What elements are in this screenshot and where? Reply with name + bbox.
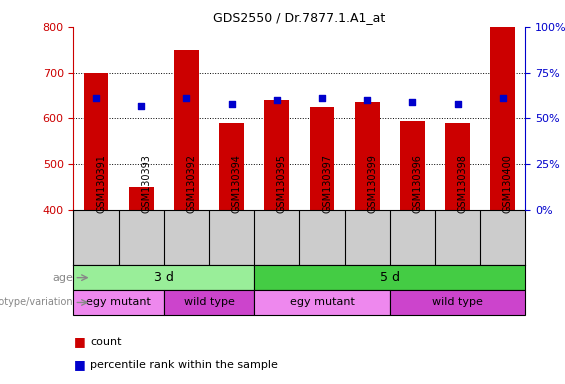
Point [182, 95, 191, 101]
Bar [445, 123, 470, 210]
Bar [129, 187, 154, 210]
Bar [355, 102, 380, 210]
Text: age: age [53, 273, 73, 283]
Text: GSM130400: GSM130400 [503, 154, 513, 212]
Text: GSM130393: GSM130393 [141, 154, 151, 212]
Bar [164, 290, 254, 315]
Point [92, 95, 101, 101]
Bar [490, 27, 515, 210]
Bar [310, 107, 334, 210]
Text: 3 d: 3 d [154, 271, 174, 284]
Point [227, 101, 236, 107]
Text: GSM130398: GSM130398 [458, 154, 468, 212]
Text: ■: ■ [73, 358, 85, 371]
Point [363, 97, 372, 103]
Point [137, 103, 146, 109]
Text: egy mutant: egy mutant [290, 298, 354, 308]
Point [408, 99, 417, 105]
Text: ■: ■ [73, 335, 85, 348]
Point [498, 95, 507, 101]
Text: GSM130396: GSM130396 [412, 154, 423, 212]
Bar [390, 290, 525, 315]
Bar [400, 121, 425, 210]
Text: GSM130397: GSM130397 [322, 154, 332, 212]
Bar [73, 265, 254, 290]
Bar [264, 100, 289, 210]
Text: GSM130391: GSM130391 [96, 154, 106, 212]
Text: wild type: wild type [432, 298, 483, 308]
Text: egy mutant: egy mutant [86, 298, 151, 308]
Text: percentile rank within the sample: percentile rank within the sample [90, 360, 279, 370]
Text: wild type: wild type [184, 298, 234, 308]
Bar [254, 265, 525, 290]
Point [318, 95, 327, 101]
Text: GSM130394: GSM130394 [232, 154, 242, 212]
Text: count: count [90, 337, 122, 347]
Bar [219, 123, 244, 210]
Point [272, 97, 281, 103]
Bar [254, 290, 390, 315]
Bar [84, 73, 108, 210]
Text: GSM130392: GSM130392 [186, 154, 197, 212]
Text: 5 d: 5 d [380, 271, 400, 284]
Title: GDS2550 / Dr.7877.1.A1_at: GDS2550 / Dr.7877.1.A1_at [214, 11, 385, 24]
Bar [174, 50, 199, 210]
Text: genotype/variation: genotype/variation [0, 298, 73, 308]
Point [453, 101, 462, 107]
Text: GSM130399: GSM130399 [367, 154, 377, 212]
Bar [73, 290, 164, 315]
Text: GSM130395: GSM130395 [277, 154, 287, 212]
